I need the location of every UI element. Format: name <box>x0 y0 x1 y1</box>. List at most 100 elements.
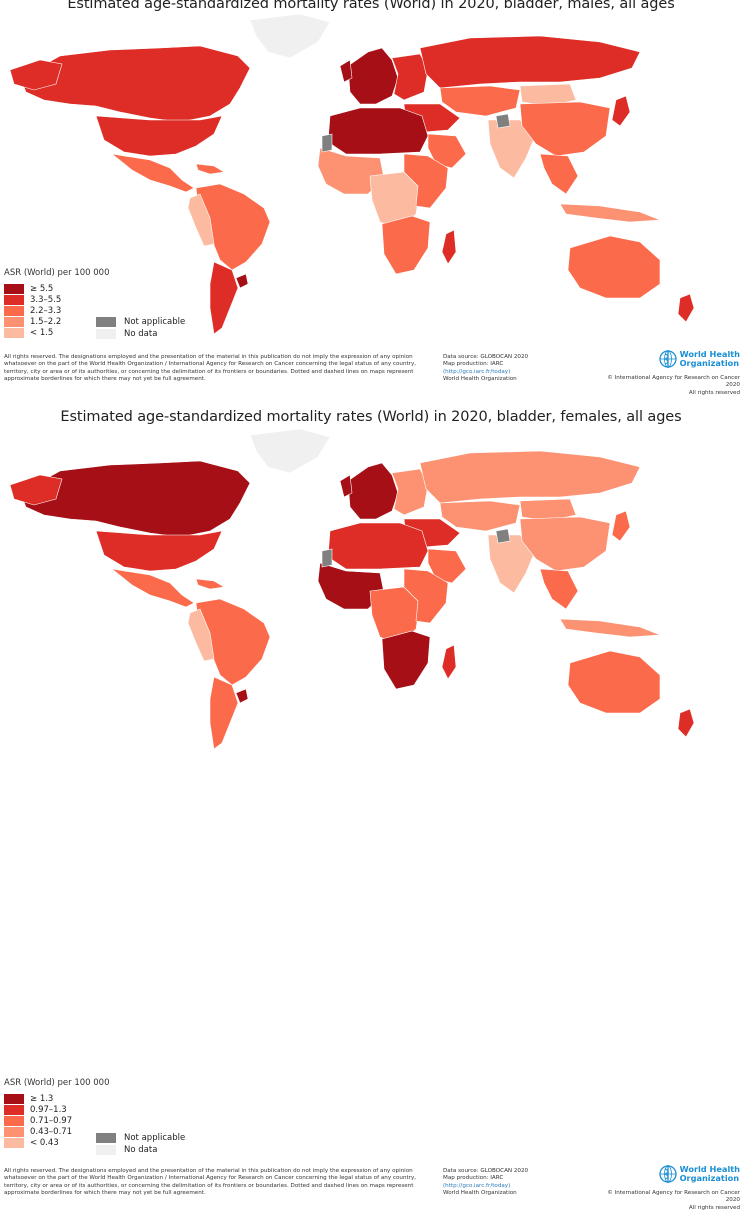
legend-entry: 3.3–5.5 <box>4 294 109 305</box>
region-russia <box>419 450 641 504</box>
region-japan <box>611 510 631 542</box>
region-north-africa <box>327 522 429 570</box>
region-greenland <box>249 13 331 59</box>
who-block: World Health Organization © Internationa… <box>600 349 740 397</box>
production-line: Map production: IARC <box>443 361 504 368</box>
region-kashmir <box>495 528 511 544</box>
legend-rows: ≥ 5.5 3.3–5.5 2.2–3.3 1.5–2.2 < 1.5 <box>4 283 109 338</box>
region-japan <box>611 95 631 127</box>
region-central-america <box>110 568 195 608</box>
legend-label: ≥ 5.5 <box>30 283 54 294</box>
region-russia <box>419 35 641 89</box>
legend-swatch <box>4 316 24 327</box>
region-western-sahara <box>321 133 333 153</box>
production-line: Map production: IARC <box>443 1175 504 1182</box>
legend-label: 0.97–1.3 <box>30 1104 67 1115</box>
legend-label: 0.71–0.97 <box>30 1115 73 1126</box>
availability-legend: Not applicable No data <box>96 1132 185 1156</box>
region-north-africa <box>327 107 429 155</box>
legend-entry: 0.97–1.3 <box>4 1104 109 1115</box>
legend-title: ASR (World) per 100 000 <box>4 1078 110 1088</box>
legend-swatch <box>4 327 24 338</box>
region-southern-africa <box>381 630 431 690</box>
legend-swatch <box>4 1137 24 1148</box>
not-applicable-entry: Not applicable <box>96 316 185 328</box>
legend-rows: ≥ 1.3 0.97–1.3 0.71–0.97 0.43–0.71 < 0.43 <box>4 1093 109 1148</box>
region-arabia <box>427 133 467 169</box>
region-china <box>519 516 611 572</box>
region-uruguay <box>235 273 249 289</box>
region-australia <box>567 235 661 299</box>
no-data-entry: No data <box>96 1144 185 1156</box>
who-name: World Health Organization <box>679 349 740 368</box>
no-data-entry: No data <box>96 328 185 340</box>
who-block: World Health Organization © Internationa… <box>600 1164 740 1212</box>
region-uk <box>339 59 353 83</box>
source-link[interactable]: (http://gco.iarc.fr/today) <box>443 368 511 375</box>
region-southeast-asia <box>539 568 579 610</box>
availability-legend: Not applicable No data <box>96 316 185 340</box>
region-uk <box>339 474 353 498</box>
not-applicable-label: Not applicable <box>124 317 186 327</box>
region-europe-west <box>347 47 399 105</box>
region-australia <box>567 650 661 714</box>
who-line: World Health Organization <box>443 376 517 383</box>
legend-entry: 0.71–0.97 <box>4 1115 109 1126</box>
region-china <box>519 101 611 157</box>
region-central-america <box>110 153 195 193</box>
map-legend: ASR (World) per 100 000 ≥ 5.5 3.3–5.5 2.2–… <box>4 268 109 338</box>
region-uruguay <box>235 688 249 704</box>
world-map <box>9 13 695 335</box>
region-caribbean <box>195 163 225 175</box>
region-north-america <box>19 45 251 123</box>
region-andes <box>187 608 215 662</box>
legend-entry: ≥ 5.5 <box>4 283 109 294</box>
source-line: Data source: GLOBOCAN 2020 <box>443 354 529 360</box>
region-southeast-asia <box>539 153 579 195</box>
legend-swatch <box>4 305 24 316</box>
region-alaska <box>9 474 63 506</box>
region-argentina <box>209 261 239 335</box>
region-southern-africa <box>381 215 431 275</box>
source-link[interactable]: (http://gco.iarc.fr/today) <box>443 1182 511 1189</box>
map-title: Estimated age-standardized mortality rat… <box>67 0 675 12</box>
who-logo: World Health Organization <box>656 349 740 369</box>
region-east-africa <box>403 568 449 624</box>
region-indonesia <box>559 203 661 223</box>
no-data-swatch <box>96 329 116 339</box>
region-new-zealand <box>677 708 695 738</box>
legend-label: < 0.43 <box>30 1137 59 1148</box>
region-greenland <box>249 428 331 474</box>
copyright: © International Agency for Research on C… <box>607 375 740 396</box>
region-usa <box>95 115 223 157</box>
region-north-america <box>19 460 251 538</box>
legend-entry: 1.5–2.2 <box>4 316 109 327</box>
disclaimer-text: All rights reserved. The designations em… <box>4 354 417 383</box>
no-data-swatch <box>96 1145 116 1155</box>
region-caribbean <box>195 578 225 590</box>
data-source: Data source: GLOBOCAN 2020 Map productio… <box>443 1168 553 1198</box>
legend-entry: 2.2–3.3 <box>4 305 109 316</box>
region-west-africa <box>317 147 385 195</box>
legend-label: 2.2–3.3 <box>30 305 62 316</box>
no-data-label: No data <box>124 329 158 339</box>
legend-swatch <box>4 1104 24 1115</box>
map-panel-males: Estimated age-standardized mortality rat… <box>0 0 742 396</box>
who-line: World Health Organization <box>443 1190 517 1197</box>
legend-label: < 1.5 <box>30 327 54 338</box>
not-applicable-swatch <box>96 1133 116 1143</box>
region-europe-east <box>391 53 429 101</box>
legend-entry: < 1.5 <box>4 327 109 338</box>
legend-entry: ≥ 1.3 <box>4 1093 109 1104</box>
region-arabia <box>427 548 467 584</box>
source-line: Data source: GLOBOCAN 2020 <box>443 1168 529 1174</box>
legend-label: ≥ 1.3 <box>30 1093 54 1104</box>
region-western-sahara <box>321 548 333 568</box>
legend-label: 1.5–2.2 <box>30 316 62 327</box>
region-east-africa <box>403 153 449 209</box>
who-emblem-icon <box>658 1165 677 1183</box>
map-panel-females: Estimated age-standardized mortality rat… <box>0 405 742 1211</box>
legend-label: 0.43–0.71 <box>30 1126 73 1137</box>
disclaimer-text: All rights reserved. The designations em… <box>4 1168 417 1197</box>
region-usa <box>95 530 223 572</box>
